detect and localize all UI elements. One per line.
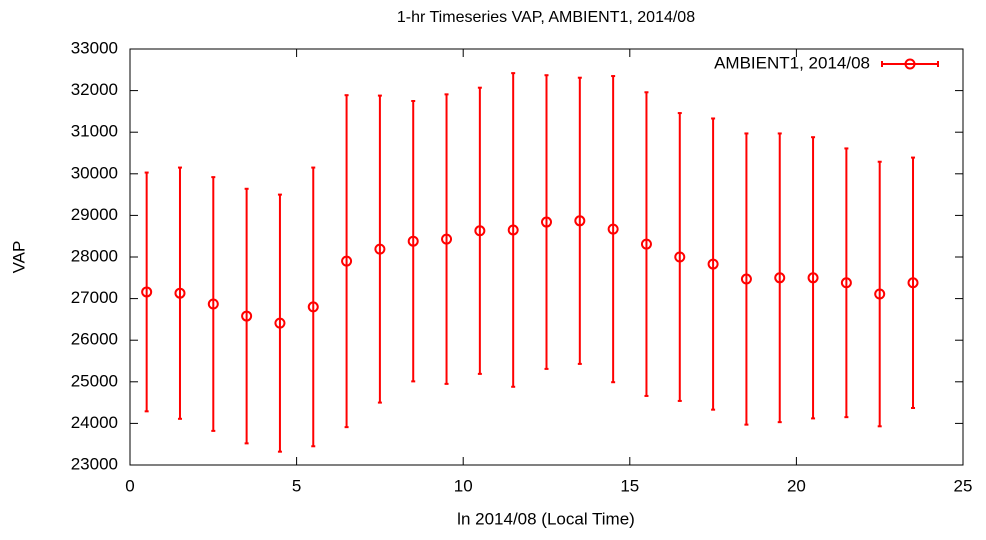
error-bar [244, 187, 249, 445]
x-tick-label: 15 [620, 476, 639, 495]
y-tick-label: 30000 [71, 163, 118, 182]
data-point [174, 287, 186, 299]
error-bar [477, 86, 482, 375]
error-bar [211, 176, 216, 432]
data-point [241, 310, 253, 322]
y-tick-label: 33000 [71, 38, 118, 57]
y-tick-label: 27000 [71, 288, 118, 307]
error-bar [644, 91, 649, 397]
x-tick-label: 0 [125, 476, 134, 495]
error-bar [544, 74, 549, 370]
data-point [474, 225, 486, 237]
error-bar [877, 160, 882, 428]
y-tick-label: 28000 [71, 246, 118, 265]
x-tick-label: 10 [454, 476, 473, 495]
y-tick-label: 23000 [71, 454, 118, 473]
data-point [807, 272, 819, 284]
data-point [874, 288, 886, 300]
error-bar [744, 132, 749, 426]
x-tick-label: 20 [787, 476, 806, 495]
error-bar [844, 147, 849, 419]
data-point [707, 258, 719, 270]
data-point [441, 233, 453, 245]
error-bar [411, 100, 416, 383]
data-point [840, 277, 852, 289]
error-bar [311, 166, 316, 448]
data-point [740, 273, 752, 285]
y-tick-label: 24000 [71, 413, 118, 432]
y-tick-label: 25000 [71, 371, 118, 390]
data-point [774, 272, 786, 284]
x-tick-label: 25 [954, 476, 973, 495]
data-point [607, 223, 619, 235]
error-bar [144, 171, 149, 413]
data-point [307, 301, 319, 313]
error-bar [677, 112, 682, 402]
error-bar [277, 193, 282, 453]
error-bar [377, 94, 382, 404]
x-axis-label: ln 2014/08 (Local Time) [457, 509, 635, 528]
chart-title: 1-hr Timeseries VAP, AMBIENT1, 2014/08 [397, 9, 695, 26]
error-bar [344, 94, 349, 429]
data-point [907, 277, 919, 289]
y-tick-label: 29000 [71, 205, 118, 224]
error-bar [711, 117, 716, 411]
error-bar [177, 166, 182, 420]
data-point [541, 216, 552, 228]
error-bar [444, 93, 449, 385]
error-bar [777, 132, 782, 424]
data-point [341, 255, 353, 267]
y-tick-label: 32000 [71, 80, 118, 99]
error-bar [577, 76, 582, 365]
data-point [274, 317, 286, 329]
data-point [640, 238, 652, 250]
error-bar [611, 75, 616, 384]
data-point [407, 235, 419, 247]
data-point [374, 243, 386, 255]
data-point [507, 224, 519, 236]
legend-swatch [904, 58, 916, 70]
error-bar [811, 136, 816, 420]
data-point [141, 286, 153, 298]
data-point [674, 251, 686, 263]
legend-label: AMBIENT1, 2014/08 [714, 53, 870, 72]
y-tick-label: 31000 [71, 122, 118, 141]
y-axis-label: VAP [9, 241, 28, 274]
error-bar [911, 156, 916, 410]
data-point [574, 215, 586, 227]
y-tick-label: 26000 [71, 330, 118, 349]
x-tick-label: 5 [292, 476, 301, 495]
error-bar [511, 72, 516, 388]
data-point [207, 298, 219, 310]
